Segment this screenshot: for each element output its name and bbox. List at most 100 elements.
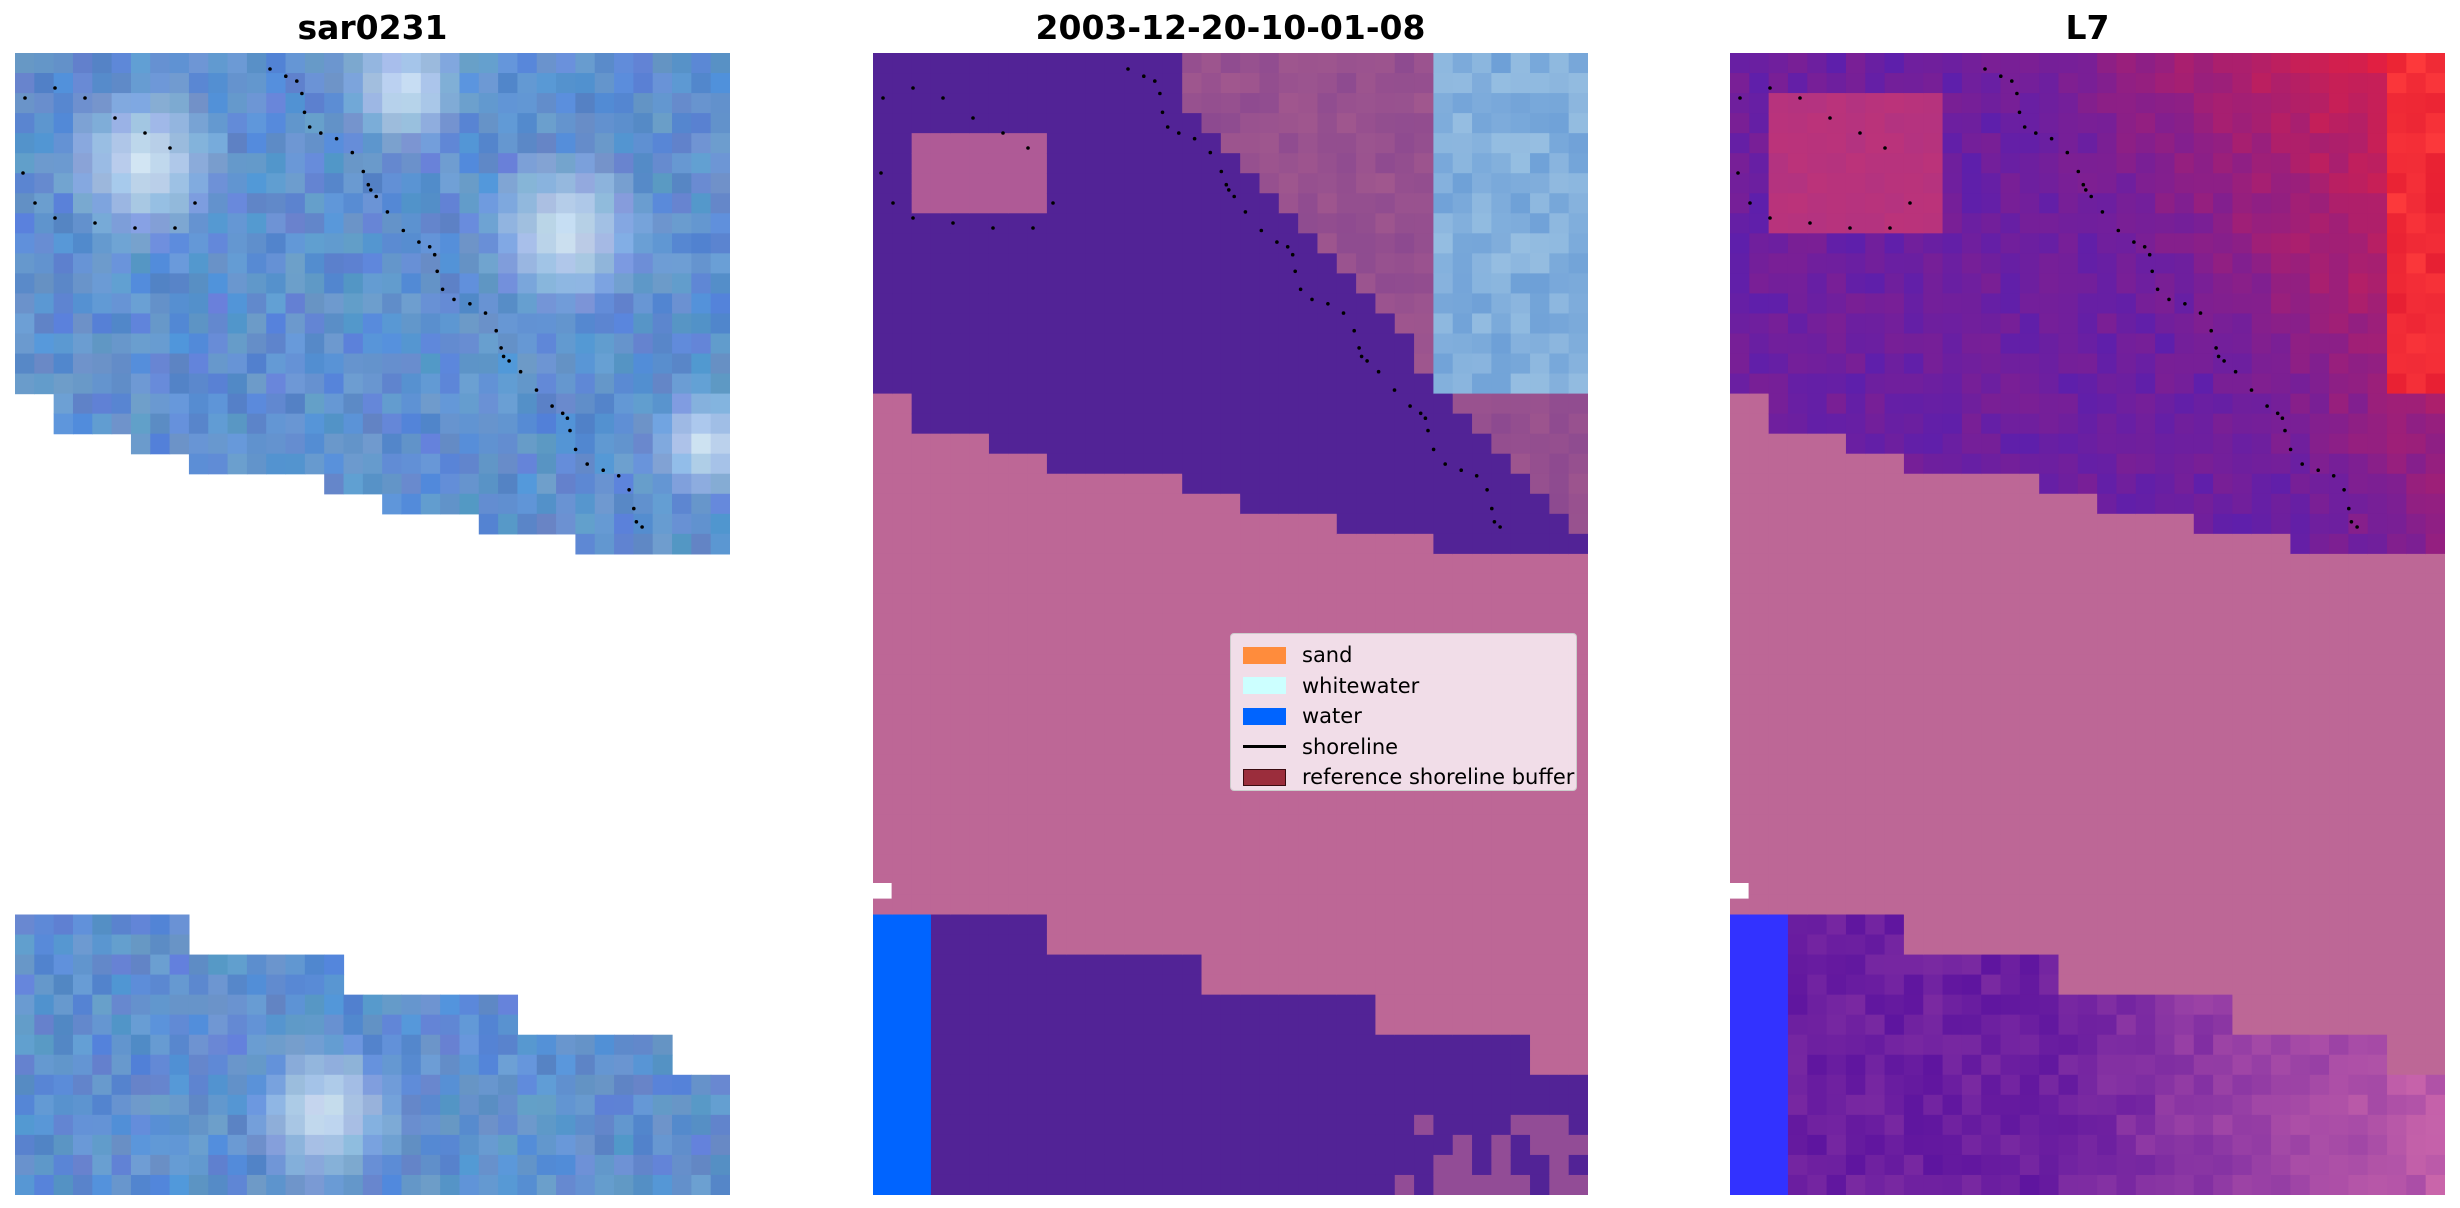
shoreline-point xyxy=(2342,488,2346,492)
shoreline-point xyxy=(1326,302,1330,306)
shoreline-points xyxy=(1736,67,2359,529)
shoreline-point xyxy=(585,462,589,466)
shoreline-point xyxy=(168,146,172,150)
shoreline-point xyxy=(1376,369,1381,374)
legend-label-shoreline: shoreline xyxy=(1302,734,1399,759)
shoreline-point xyxy=(1498,525,1502,529)
shoreline-point xyxy=(1310,297,1314,302)
shoreline-point xyxy=(1474,474,1479,478)
shoreline-point xyxy=(565,416,570,421)
shoreline-point xyxy=(1275,240,1279,244)
shoreline-points xyxy=(879,67,1502,529)
shoreline-point xyxy=(1126,67,1130,71)
shoreline-point xyxy=(494,328,499,333)
shoreline-point xyxy=(369,188,373,192)
legend-item-reference-buffer: reference shoreline buffer xyxy=(1237,762,1576,793)
shoreline-point xyxy=(319,131,323,135)
shoreline-point xyxy=(1858,131,1862,135)
shoreline-point xyxy=(2116,228,2121,233)
legend-item-sand: sand xyxy=(1237,640,1576,671)
shoreline-point xyxy=(1160,110,1165,115)
shoreline-point xyxy=(2142,245,2147,249)
shoreline-point xyxy=(2265,404,2269,408)
shoreline-point xyxy=(468,302,472,306)
shoreline-point xyxy=(1158,91,1162,96)
shoreline-point xyxy=(1224,182,1229,187)
shoreline-point xyxy=(634,520,639,524)
shoreline-point xyxy=(366,182,371,187)
legend-label-reference-buffer: reference shoreline buffer xyxy=(1302,765,1575,790)
shoreline-point xyxy=(879,171,883,175)
shoreline-point xyxy=(2150,269,2154,274)
shoreline-point xyxy=(2222,359,2226,363)
shoreline-point xyxy=(518,369,523,374)
shoreline-point xyxy=(1352,328,1356,333)
shoreline-point xyxy=(1738,96,1742,100)
shoreline-point xyxy=(1177,131,1181,135)
shoreline-point xyxy=(1227,188,1231,192)
shoreline-point xyxy=(616,474,621,478)
shoreline-point xyxy=(1051,201,1055,205)
legend-swatch-sand xyxy=(1243,646,1286,664)
shoreline-point xyxy=(435,269,440,274)
shoreline-point xyxy=(1418,411,1423,416)
shoreline-point xyxy=(2349,520,2354,524)
shoreline-point xyxy=(1208,150,1213,155)
shoreline-point xyxy=(507,359,511,363)
shoreline-point xyxy=(1999,74,2003,78)
shoreline-point xyxy=(113,116,117,120)
shoreline-point xyxy=(133,226,137,230)
shoreline-point xyxy=(2249,388,2254,392)
shoreline-point xyxy=(1492,520,1497,524)
rgb-image-pixels xyxy=(15,53,730,1195)
shoreline-point xyxy=(2275,411,2280,416)
shoreline-point xyxy=(1768,86,1772,90)
shoreline-point xyxy=(2300,462,2304,466)
shoreline-point xyxy=(2015,91,2019,96)
shoreline-point xyxy=(1748,201,1752,205)
shoreline-point xyxy=(2316,468,2320,473)
shoreline-point xyxy=(1219,169,1224,174)
shoreline-point xyxy=(2198,311,2203,315)
legend-label-whitewater: whitewater xyxy=(1302,673,1420,698)
shoreline-point xyxy=(1293,269,1297,274)
shoreline-point xyxy=(1165,125,1170,129)
shoreline-point xyxy=(499,346,503,350)
shoreline-point xyxy=(2283,428,2287,433)
shoreline-point xyxy=(573,447,578,452)
shoreline-point xyxy=(1431,447,1436,452)
shoreline-point xyxy=(284,74,288,78)
shoreline-point xyxy=(483,311,488,315)
shoreline-point xyxy=(2183,302,2187,306)
shoreline-point xyxy=(193,201,197,205)
shoreline-point xyxy=(2084,188,2088,192)
shoreline-point xyxy=(911,216,915,220)
shoreline-point xyxy=(640,525,644,529)
shoreline-point xyxy=(1153,79,1157,83)
legend-swatch-whitewater xyxy=(1243,677,1286,695)
shoreline-point xyxy=(891,201,895,205)
shoreline-point xyxy=(417,240,421,244)
shoreline-point xyxy=(401,228,406,233)
shoreline-point xyxy=(2100,210,2105,214)
panel-title-classified: 2003-12-20-10-01-08 xyxy=(1035,8,1426,47)
shoreline-point xyxy=(2132,240,2136,244)
shoreline-point xyxy=(1443,462,1447,466)
shoreline-point xyxy=(1423,416,1428,421)
shoreline-point xyxy=(2355,525,2359,529)
shoreline-point xyxy=(1290,252,1295,257)
shoreline-point xyxy=(1243,210,1248,214)
shoreline-point xyxy=(1259,228,1264,233)
shoreline-point xyxy=(2049,136,2054,141)
shoreline-point xyxy=(2065,150,2070,155)
classified-image-pixels xyxy=(873,53,1588,1195)
shoreline-point xyxy=(1359,354,1364,359)
shoreline-point xyxy=(385,210,390,214)
shoreline-point xyxy=(1142,74,1146,78)
shoreline-point xyxy=(1232,194,1236,199)
shoreline-point xyxy=(361,169,366,174)
shoreline-point xyxy=(2347,506,2351,511)
shoreline-point xyxy=(1392,388,1397,392)
index-image-panel xyxy=(1730,53,2445,1195)
shoreline-point xyxy=(1001,131,1005,135)
